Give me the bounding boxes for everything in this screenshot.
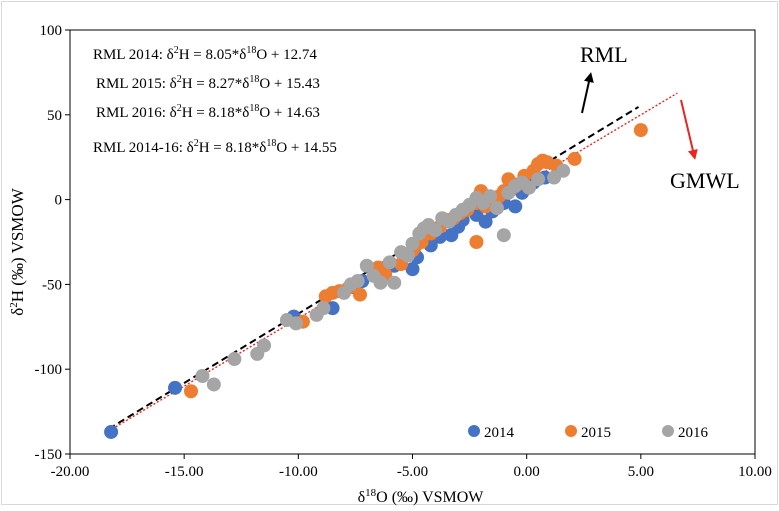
point-2015 [567,151,582,166]
equation-sup: 18 [249,103,259,114]
point-2016 [373,275,388,290]
equation-mid: H = 8.05*δ [179,47,247,63]
point-2015 [469,235,484,249]
gmwl-arrow [680,99,698,160]
point-2015 [633,123,648,138]
equation-sup: 2 [194,138,199,149]
y-tick-label: -50 [42,277,62,293]
legend-label-2014: 2014 [484,425,515,441]
equation-label: RML 2014-16: δ [93,140,194,156]
legend-marker-2016 [662,425,674,437]
point-2016 [428,223,443,238]
equation-sup: 2 [177,74,182,85]
equation-1: RML 2014: δ2H = 8.05*δ18O + 12.74 [93,45,317,63]
rml-arrow [581,72,594,114]
equation-sup: 18 [266,138,276,149]
legend-marker-2015 [565,425,577,437]
y-tick-label: 50 [47,108,62,124]
equation-mid: H = 8.18*δ [199,140,267,156]
x-tick-label: -20.00 [51,464,90,480]
x-tick-label: 10.00 [738,464,772,480]
equation-sup: 18 [249,74,259,85]
x-tick-label: -15.00 [165,464,204,480]
equation-tail: O + 14.63 [259,105,320,121]
point-2016 [483,189,498,204]
legend-label-2016: 2016 [678,425,709,441]
y-axis-title-sup: 2 [8,302,20,308]
point-2016 [227,352,242,367]
x-tick-label: 5.00 [628,464,654,480]
point-2016 [496,228,511,243]
equation-sup: 2 [177,103,182,114]
equation-sup: 2 [174,45,179,56]
y-tick-label: 0 [55,193,63,209]
y-axis-title: δ2H (‰) VSMOW [8,187,27,315]
point-2014 [405,262,420,277]
point-2015 [184,384,199,399]
point-2014 [168,380,183,395]
equation-mid: H = 8.18*δ [182,105,250,121]
gmwl-annotation: GMWL [670,168,740,193]
equation-4: RML 2014-16: δ2H = 8.18*δ18O + 14.55 [93,138,337,156]
rml-annotation: RML [580,42,628,67]
point-2016 [521,180,536,195]
point-2016 [195,368,210,383]
point-2016 [489,201,504,216]
point-2014 [508,199,523,214]
point-2015 [352,287,367,302]
y-tick-label: -100 [35,362,63,378]
x-tick-label: -10.00 [279,464,318,480]
equation-tail: O + 15.43 [259,76,320,92]
equation-tail: O + 14.55 [276,140,337,156]
point-2016 [206,377,221,392]
point-2016 [556,163,571,178]
x-axis-title-pre: δ [358,489,366,506]
point-2016 [387,275,402,290]
equation-2: RML 2015: δ2H = 8.27*δ18O + 15.43 [96,74,320,92]
point-2016 [400,248,415,263]
legend-marker-2014 [468,425,480,437]
equation-tail: O + 12.74 [256,47,317,63]
point-2016 [289,316,304,331]
y-axis-title-post: H (‰) VSMOW [8,187,27,302]
equation-sup: 18 [246,45,256,56]
legend-label-2015: 2015 [581,425,611,441]
point-2014 [104,424,119,439]
point-2016 [359,258,374,273]
equation-label: RML 2016: δ [96,105,177,121]
equation-3: RML 2016: δ2H = 8.18*δ18O + 14.63 [96,103,320,121]
x-axis-title: δ18O (‰) VSMOW [358,487,485,506]
y-tick-label: -150 [35,447,63,463]
point-2014 [478,214,493,229]
point-2016 [350,274,365,289]
x-axis-title-sup: 18 [365,487,377,499]
point-2016 [531,172,546,187]
equation-mid: H = 8.27*δ [182,76,250,92]
point-2016 [382,255,397,270]
x-axis-title-post: O (‰) VSMOW [376,489,484,506]
y-axis-title-pre: δ [8,308,27,316]
y-tick-label: 100 [40,23,63,39]
point-2016 [257,338,272,353]
point-2016 [405,236,420,251]
point-2016 [316,301,331,316]
equation-label: RML 2014: δ [93,47,174,63]
equation-label: RML 2015: δ [96,76,177,92]
x-tick-label: 0.00 [514,464,540,480]
x-tick-label: -5.00 [397,464,428,480]
